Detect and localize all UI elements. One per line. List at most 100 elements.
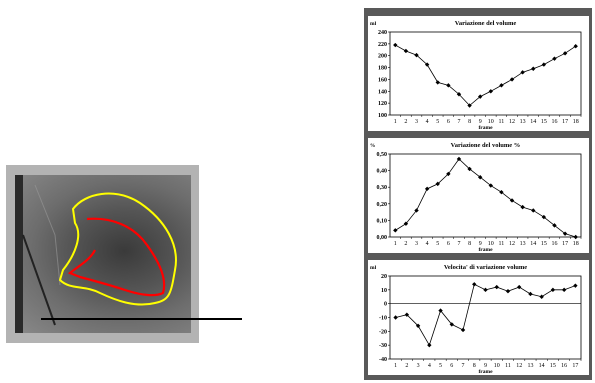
x-tick-label: 1 — [394, 241, 397, 247]
y-axis-unit: ml — [370, 265, 377, 271]
x-tick-label: 16 — [551, 119, 557, 125]
data-point — [550, 287, 556, 293]
data-point — [467, 103, 472, 108]
y-tick-label: 140 — [378, 89, 387, 95]
x-tick-label: 3 — [415, 119, 418, 125]
x-tick-label: 11 — [499, 241, 505, 247]
data-point — [573, 283, 578, 288]
y-tick-label: -20 — [379, 329, 387, 335]
data-point — [438, 308, 443, 313]
angiogram-frame — [6, 165, 199, 343]
y-tick-label: -40 — [379, 357, 387, 363]
x-tick-label: 8 — [473, 363, 476, 369]
data-point — [415, 323, 421, 328]
chart-panel: Variazione del volume ml 100 120 140 160 180 20… — [364, 8, 592, 380]
data-point — [393, 228, 398, 233]
x-tick-label: 5 — [436, 241, 439, 247]
x-tick-label: 9 — [479, 119, 482, 125]
chart-title: Variazione del volume % — [451, 142, 521, 149]
data-point — [488, 89, 494, 94]
data-point — [520, 70, 525, 75]
x-tick-label: 8 — [468, 241, 471, 247]
x-tick-label: 15 — [541, 119, 547, 125]
data-point — [541, 62, 547, 67]
x-tick-label: 18 — [573, 241, 579, 247]
data-point — [531, 208, 536, 213]
data-point — [472, 282, 477, 287]
data-point — [403, 48, 409, 54]
y-axis-unit: ml — [370, 21, 377, 27]
x-tick-label: 14 — [539, 363, 545, 369]
x-tick-label: 11 — [499, 119, 505, 125]
x-axis-label: frame — [478, 125, 493, 131]
x-tick-label: 7 — [457, 241, 460, 247]
data-point — [403, 221, 409, 226]
x-tick-label: 4 — [428, 363, 431, 369]
data-point — [539, 294, 544, 299]
series-line — [395, 158, 576, 238]
x-axis-label: frame — [478, 247, 493, 253]
data-point — [467, 166, 472, 172]
x-tick-label: 12 — [516, 363, 522, 369]
data-point — [499, 83, 504, 88]
data-point — [460, 327, 466, 333]
y-tick-label: 220 — [378, 42, 387, 48]
y-tick-label: 10 — [381, 288, 387, 294]
plot-area — [389, 31, 582, 116]
chart-svg: Variazione del volume ml 100 120 140 160 180 20… — [370, 20, 582, 131]
y-tick-label: 120 — [378, 101, 387, 107]
x-tick-label: 5 — [436, 119, 439, 125]
data-point — [561, 287, 567, 293]
x-tick-label: 18 — [573, 119, 579, 125]
y-tick-label: 20 — [381, 274, 387, 280]
chart-svg: Variazione del volume %% 0,00 0,10 0,20 0,30… — [370, 142, 582, 253]
x-tick-label: 17 — [562, 119, 568, 125]
x-tick-label: 3 — [417, 363, 420, 369]
x-tick-label: 14 — [530, 241, 536, 247]
data-point — [517, 284, 522, 290]
data-point — [494, 284, 499, 290]
series-line — [395, 283, 576, 347]
data-point — [499, 189, 504, 195]
x-tick-label: 7 — [457, 119, 460, 125]
x-tick-label: 16 — [551, 241, 557, 247]
x-tick-label: 15 — [541, 241, 547, 247]
pointer-line — [41, 318, 242, 320]
angiogram-image — [15, 175, 191, 333]
y-tick-label: 160 — [378, 77, 387, 83]
x-tick-label: 1 — [394, 119, 397, 125]
x-tick-label: 13 — [520, 241, 526, 247]
data-point — [483, 287, 488, 293]
inner-contour — [67, 217, 166, 297]
y-tick-label: 0,40 — [377, 169, 388, 175]
data-point — [435, 181, 440, 187]
data-point — [424, 62, 430, 67]
x-tick-label: 1 — [394, 363, 397, 369]
data-point — [414, 52, 419, 58]
plot-area — [389, 153, 582, 238]
x-tick-label: 3 — [415, 241, 418, 247]
data-point — [456, 156, 462, 162]
x-tick-label: 6 — [450, 363, 453, 369]
x-tick-label: 2 — [404, 241, 407, 247]
y-tick-label: 0 — [384, 302, 387, 308]
x-tick-label: 9 — [479, 241, 482, 247]
data-point — [477, 94, 483, 99]
x-tick-label: 8 — [468, 119, 471, 125]
y-tick-label: 100 — [378, 113, 387, 119]
data-point — [393, 42, 398, 48]
x-tick-label: 10 — [488, 241, 494, 247]
x-tick-label: 10 — [488, 119, 494, 125]
y-tick-label: 0,30 — [377, 185, 388, 191]
data-point — [531, 66, 536, 71]
y-tick-label: 200 — [378, 54, 387, 60]
x-axis-label: frame — [478, 369, 493, 375]
data-point — [488, 183, 494, 188]
x-tick-label: 4 — [426, 119, 429, 125]
y-tick-label: 0,00 — [377, 235, 388, 241]
series-line — [395, 44, 576, 107]
data-point — [541, 214, 547, 220]
chart-svg: Velocita' di variazione volume ml -40 -30 -2… — [370, 264, 582, 375]
x-tick-label: 4 — [426, 241, 429, 247]
data-point — [552, 56, 557, 61]
